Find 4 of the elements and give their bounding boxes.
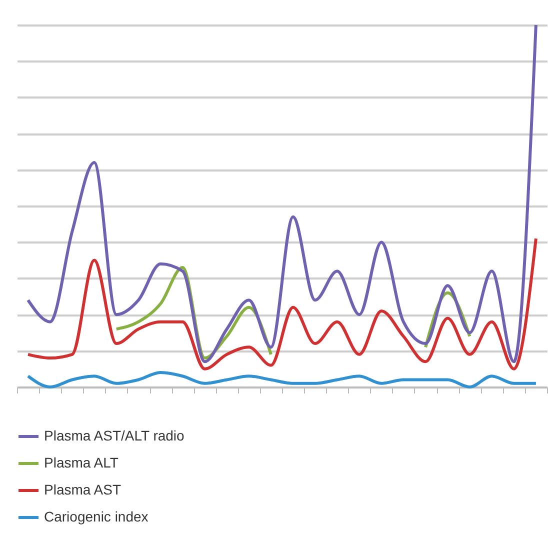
legend-label: Plasma AST/ALT radio: [44, 428, 185, 444]
legend-label: Cariogenic index: [44, 508, 148, 524]
legend-label: Plasma AST: [44, 482, 122, 498]
legend-label: Plasma ALT: [44, 454, 119, 470]
